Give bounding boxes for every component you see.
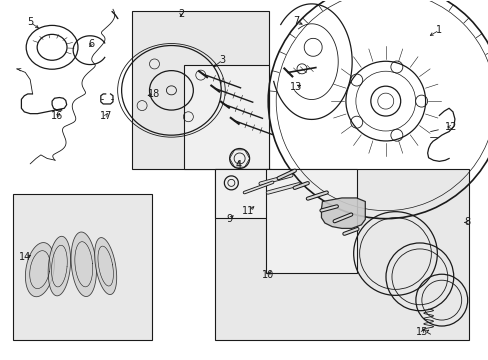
Text: 3: 3 — [219, 55, 225, 65]
Text: 4: 4 — [235, 159, 241, 170]
Polygon shape — [321, 198, 365, 228]
Bar — [215, 169, 468, 339]
Text: 18: 18 — [148, 89, 160, 99]
Bar — [13, 194, 152, 339]
Text: 6: 6 — [88, 39, 94, 49]
Polygon shape — [25, 243, 54, 297]
Text: 1: 1 — [435, 25, 442, 35]
Text: 10: 10 — [261, 270, 273, 280]
Text: 7: 7 — [293, 17, 299, 27]
Text: 14: 14 — [19, 252, 31, 262]
Text: 8: 8 — [464, 217, 469, 227]
Text: 17: 17 — [99, 111, 112, 121]
Bar — [249, 173, 317, 211]
Polygon shape — [95, 238, 117, 294]
Polygon shape — [71, 232, 96, 297]
Polygon shape — [48, 236, 70, 296]
Text: 9: 9 — [226, 214, 232, 224]
Text: 11: 11 — [242, 206, 254, 216]
Bar — [215, 169, 271, 218]
Bar — [183, 65, 268, 169]
Bar — [132, 12, 268, 169]
Text: 12: 12 — [445, 122, 457, 132]
Text: 15: 15 — [415, 327, 427, 337]
Bar — [266, 169, 356, 273]
Text: 5: 5 — [27, 17, 33, 27]
Text: 16: 16 — [51, 111, 63, 121]
Text: 13: 13 — [289, 82, 301, 93]
Text: 2: 2 — [178, 9, 184, 19]
